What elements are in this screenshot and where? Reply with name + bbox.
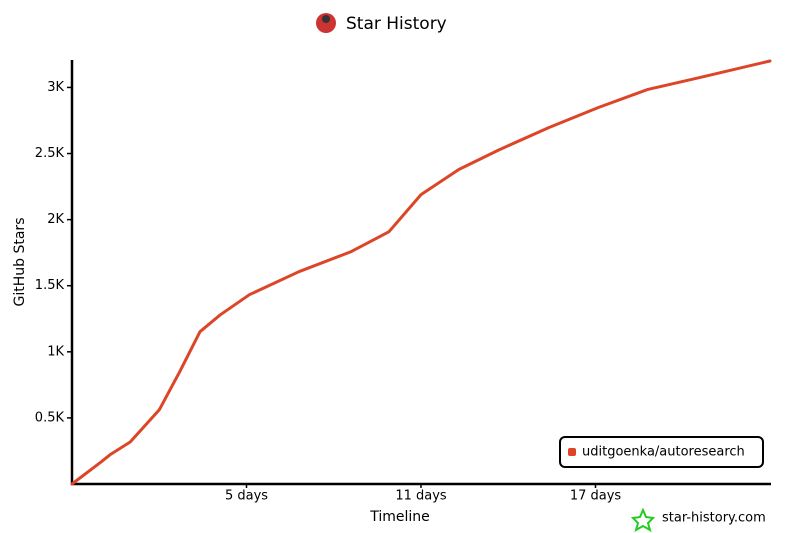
y-axis-label: GitHub Stars (12, 218, 28, 307)
legend-swatch (568, 448, 576, 456)
legend-label: uditgoenka/autoresearch (582, 445, 745, 460)
y-tick-label: 1K (47, 344, 64, 359)
x-axis-label: Timeline (369, 509, 430, 525)
x-tick-label: 11 days (395, 489, 447, 504)
watermark-icon (630, 507, 656, 533)
y-tick-label: 0.5K (35, 410, 65, 425)
y-tick-label: 3K (47, 80, 64, 95)
legend-box (559, 436, 764, 468)
x-tick-label: 5 days (225, 489, 268, 504)
avatar-head (322, 15, 330, 23)
chart-title: Star History (346, 14, 447, 34)
legend: uditgoenka/autoresearch (559, 436, 764, 468)
y-tick-label: 2K (47, 212, 64, 227)
watermark: star-history.com (662, 511, 766, 526)
x-tick-label: 17 days (570, 489, 622, 504)
y-tick-label: 1.5K (35, 278, 65, 293)
y-tick-label: 2.5K (35, 146, 65, 161)
series-line (70, 59, 772, 486)
